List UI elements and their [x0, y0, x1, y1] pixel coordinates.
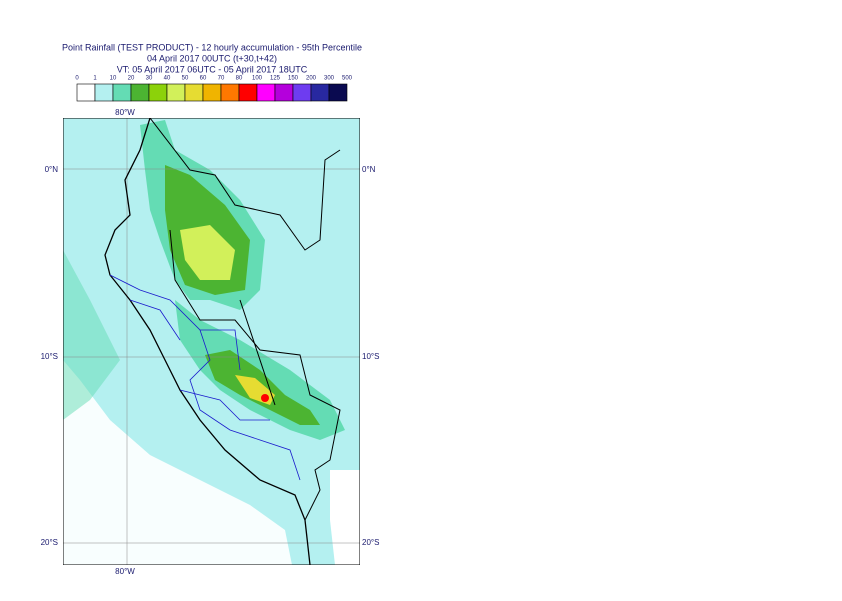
colorbar-swatch: [256, 83, 276, 102]
colorbar-label: 100: [252, 76, 263, 82]
colorbar-swatch: [238, 83, 258, 102]
lat-label: 10°S: [362, 352, 379, 361]
colorbar-swatch: [310, 83, 330, 102]
colorbar-label: 300: [324, 76, 335, 82]
lat-label: 0°N: [362, 165, 376, 174]
rain-area: [180, 225, 235, 280]
colorbar-swatch: [292, 83, 312, 102]
colorbar-label: 200: [306, 76, 317, 82]
country-border: [149, 118, 341, 521]
colorbar-swatch: [94, 83, 114, 102]
colorbar-swatch: [328, 83, 348, 102]
colorbar-label: 40: [164, 76, 171, 82]
colorbar-label: 50: [182, 76, 189, 82]
colorbar-label: 1: [93, 76, 97, 82]
lat-label: 10°S: [41, 352, 58, 361]
colorbar-label: 60: [200, 76, 207, 82]
lat-label: 0°N: [45, 165, 59, 174]
colorbar-label: 20: [128, 76, 135, 82]
colorbar-label: 80: [236, 76, 243, 82]
colorbar-swatch: [220, 83, 240, 102]
coastline: [104, 118, 311, 565]
subtitle: 04 April 2017 00UTC (t+30,t+42): [147, 53, 277, 63]
dry-area: [63, 360, 292, 565]
colorbar-swatch: [274, 83, 294, 102]
colorbar-swatch: [184, 83, 204, 102]
dry-area: [330, 470, 360, 565]
lon-label: 80°W: [115, 108, 135, 117]
colorbar-label: 150: [288, 76, 299, 82]
colorbar-swatch: [148, 83, 168, 102]
colorbar: 0 1 10 20 30 40 50 60 70 80 100 125 150 200 300 500: [75, 76, 353, 102]
colorbar-swatch: [112, 83, 132, 102]
colorbar-swatch: [76, 83, 96, 102]
colorbar-swatch: [130, 83, 150, 102]
colorbar-label: 30: [146, 76, 153, 82]
valid-time: VT: 05 April 2017 06UTC - 05 April 2017 …: [117, 64, 308, 74]
lat-label: 20°S: [362, 538, 379, 547]
lat-label: 20°S: [41, 538, 58, 547]
colorbar-label: 0: [75, 76, 79, 82]
colorbar-label: 125: [270, 76, 281, 82]
graticule: [63, 118, 360, 565]
colorbar-swatch: [166, 83, 186, 102]
rain-peak: [261, 394, 269, 402]
colorbar-label: 500: [342, 76, 353, 82]
lon-label: 80°W: [115, 567, 135, 576]
colorbar-swatch: [202, 83, 222, 102]
rain-area: [63, 250, 120, 420]
colorbar-label: 10: [110, 76, 117, 82]
map: [63, 118, 360, 565]
colorbar-label: 70: [218, 76, 225, 82]
region-border: [109, 274, 301, 481]
title: Point Rainfall (TEST PRODUCT) - 12 hourl…: [62, 42, 362, 52]
